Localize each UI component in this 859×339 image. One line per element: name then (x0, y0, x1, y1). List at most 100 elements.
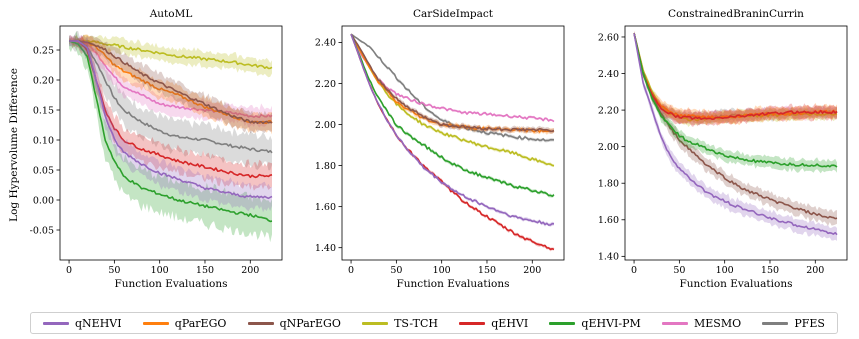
panel-title: AutoML (149, 8, 193, 20)
series-line-qEHVI (633, 33, 838, 120)
y-axis-label: Log Hypervolume Difference (8, 68, 20, 222)
legend-swatch (762, 321, 789, 325)
x-tick-label: 50 (108, 265, 120, 276)
y-tick-label: 2.20 (598, 105, 619, 116)
series-line-qEHVI-PM (350, 33, 555, 197)
series-line-TS-TCH (69, 39, 273, 70)
band-TS-TCH (351, 33, 554, 167)
band-qParEGO (634, 30, 837, 126)
plot-frame (624, 25, 848, 261)
legend-label: MESMO (693, 316, 742, 330)
y-tick-label: 1.60 (315, 202, 336, 213)
band-qNEHVI (351, 33, 554, 227)
legend-label: PFES (794, 316, 825, 330)
panel-1: AutoML 0 50 100 150 200 -0.05 0.00 0.05 0.10 0.15 0… (30, 8, 283, 290)
x-axis-label: Function Evaluations (680, 278, 793, 290)
legend-swatch (661, 321, 688, 325)
x-axis-label: Function Evaluations (115, 278, 228, 290)
band-qEHVI (634, 31, 837, 127)
x-tick-label: 150 (478, 265, 496, 276)
y-tick-label: 2.40 (315, 38, 336, 49)
legend-item: PFES (762, 317, 825, 330)
band-TS-TCH (634, 31, 837, 127)
y-tick-label: 1.80 (598, 179, 619, 190)
panel-title: ConstrainedBraninCurrin (668, 8, 804, 20)
series-line-qEHVI (69, 40, 273, 179)
legend-label: qParEGO (174, 316, 227, 330)
legend-swatch (459, 321, 486, 325)
y-tick-label: 0.00 (33, 195, 54, 206)
series-line-qEHVI-PM (68, 40, 273, 223)
x-tick-label: 0 (348, 265, 354, 276)
band-qEHVI-PM (351, 33, 554, 198)
band-PFES (69, 30, 272, 171)
series-line-MESMO (69, 40, 273, 119)
legend-item: qEHVI-PM (549, 316, 641, 330)
x-tick-label: 50 (673, 265, 685, 276)
x-tick-label: 200 (523, 265, 541, 276)
legend-swatch (549, 321, 576, 325)
x-tick-label: 100 (716, 265, 734, 276)
y-tick-label: 0.10 (33, 135, 54, 146)
legend-swatch (362, 321, 389, 325)
series-line-qEHVI (350, 33, 555, 251)
x-axis-label: Function Evaluations (397, 278, 510, 290)
legend-swatch (142, 321, 169, 325)
y-tick-label: 2.00 (598, 142, 619, 153)
series-line-TS-TCH (350, 33, 555, 167)
y-tick-label: 1.80 (315, 161, 336, 172)
legend-label: qNParEGO (279, 316, 341, 330)
legend-swatch (43, 321, 69, 325)
x-tick-label: 100 (151, 265, 169, 276)
legend-label: qNEHVI (75, 316, 122, 330)
panel-3: ConstrainedBraninCurrin 0 50 100 150 200 1.40 1… (598, 8, 848, 290)
y-tick-label: 2.40 (598, 69, 619, 80)
series-line-qNParEGO (350, 33, 555, 133)
y-tick-label: 2.20 (315, 79, 336, 90)
x-tick-label: 0 (66, 265, 72, 276)
series-line-qNEHVI (633, 33, 838, 236)
band-qNParEGO (634, 31, 837, 227)
legend-label: qEHVI-PM (581, 316, 641, 330)
legend-item: TS-TCH (362, 317, 438, 330)
legend-item: qParEGO (142, 316, 227, 330)
x-tick-label: 200 (241, 265, 259, 276)
legend-item: qEHVI (459, 317, 528, 330)
x-tick-label: 100 (433, 265, 451, 276)
legend-label: TS-TCH (394, 316, 439, 330)
panel-2: CarSideImpact 0 50 100 150 200 1.40 1.60 1.80 2.0… (315, 8, 565, 290)
series-line-qNParEGO (69, 40, 273, 125)
y-tick-label: 0.25 (33, 45, 54, 56)
plot-frame (59, 25, 283, 261)
y-tick-label: 1.40 (598, 252, 619, 263)
y-tick-label: 0.15 (33, 105, 54, 116)
series-line-qNEHVI (69, 40, 273, 200)
series-line-qParEGO (69, 40, 273, 124)
y-tick-label: -0.05 (30, 225, 54, 236)
plot-frame (341, 25, 565, 261)
band-PFES (634, 31, 837, 126)
x-tick-label: 150 (196, 265, 214, 276)
x-tick-label: 200 (806, 265, 824, 276)
panel-title: CarSideImpact (413, 8, 494, 20)
series-line-qNParEGO (633, 33, 838, 220)
x-tick-label: 50 (390, 265, 402, 276)
legend: qNEHVI qParEGO qNParEGO TS-TCH qEHVI qEHVI-PM… (30, 312, 838, 334)
band-MESMO (634, 32, 837, 126)
legend-item: qNEHVI (43, 317, 122, 330)
series-line-PFES (69, 40, 273, 154)
y-tick-label: 1.60 (598, 215, 619, 226)
legend-label: qEHVI (491, 316, 529, 330)
series-line-PFES (350, 33, 554, 142)
y-tick-label: 2.60 (598, 32, 619, 43)
x-tick-label: 0 (631, 265, 637, 276)
x-tick-label: 150 (761, 265, 779, 276)
y-tick-label: 0.20 (33, 75, 54, 86)
y-tick-label: 2.00 (315, 120, 336, 131)
series-line-qEHVI-PM (633, 33, 838, 168)
legend-item: MESMO (661, 316, 742, 330)
y-tick-label: 0.05 (33, 165, 54, 176)
band-qEHVI-PM (634, 32, 837, 174)
series-line-qNEHVI (350, 33, 555, 226)
